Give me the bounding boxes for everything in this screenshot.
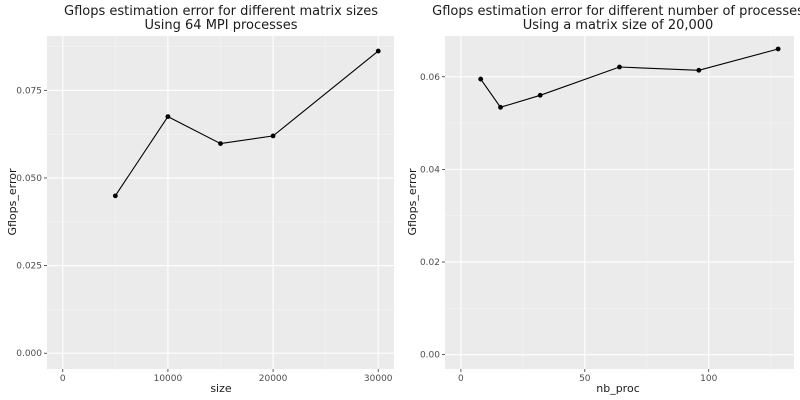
data-point bbox=[270, 133, 276, 139]
right-chart-subtitle: Using a matrix size of 20,000 bbox=[523, 18, 714, 33]
left-chart: Gflops estimation error for different ma… bbox=[6, 4, 394, 395]
gridlines bbox=[445, 36, 794, 369]
y-tick-label: 0.06 bbox=[420, 73, 440, 83]
x-tick-label: 30000 bbox=[364, 374, 393, 384]
plot-panel-background bbox=[445, 36, 794, 369]
right-chart: Gflops estimation error for different nu… bbox=[406, 4, 800, 395]
left-chart-title: Gflops estimation error for different ma… bbox=[64, 4, 378, 19]
y-tick-label: 0.050 bbox=[16, 174, 42, 184]
data-point bbox=[696, 67, 702, 73]
right-chart-x-axis-title: nb_proc bbox=[596, 382, 640, 395]
x-tick-label: 100 bbox=[700, 374, 717, 384]
data-point bbox=[617, 64, 622, 70]
x-tick-label: 0 bbox=[458, 374, 464, 384]
x-tick-label: 10000 bbox=[154, 374, 183, 384]
x-tick-label: 50 bbox=[579, 374, 591, 384]
x-tick-label: 0 bbox=[60, 374, 66, 384]
data-point bbox=[218, 141, 223, 147]
left-chart-y-axis-title: Gflops_error bbox=[6, 168, 19, 236]
y-tick-label: 0.02 bbox=[420, 258, 440, 268]
y-tick-label: 0.075 bbox=[16, 86, 42, 96]
left-chart-subtitle: Using 64 MPI processes bbox=[145, 18, 298, 33]
right-chart-title: Gflops estimation error for different nu… bbox=[432, 4, 800, 19]
data-point bbox=[375, 48, 381, 54]
data-point bbox=[775, 46, 781, 52]
data-point bbox=[478, 76, 484, 82]
x-tick-label: 20000 bbox=[259, 374, 288, 384]
data-point bbox=[165, 114, 171, 120]
y-tick-label: 0.025 bbox=[16, 262, 42, 272]
right-chart-y-axis-title: Gflops_error bbox=[406, 168, 419, 236]
data-point bbox=[537, 92, 543, 98]
data-point bbox=[112, 193, 118, 199]
left-chart-x-axis-title: size bbox=[210, 382, 232, 395]
y-tick-label: 0.04 bbox=[420, 165, 440, 175]
y-tick-label: 0.000 bbox=[16, 349, 42, 359]
y-tick-label: 0.00 bbox=[420, 351, 440, 361]
gridlines bbox=[47, 36, 394, 369]
data-point bbox=[498, 104, 503, 110]
series-line bbox=[480, 48, 779, 108]
